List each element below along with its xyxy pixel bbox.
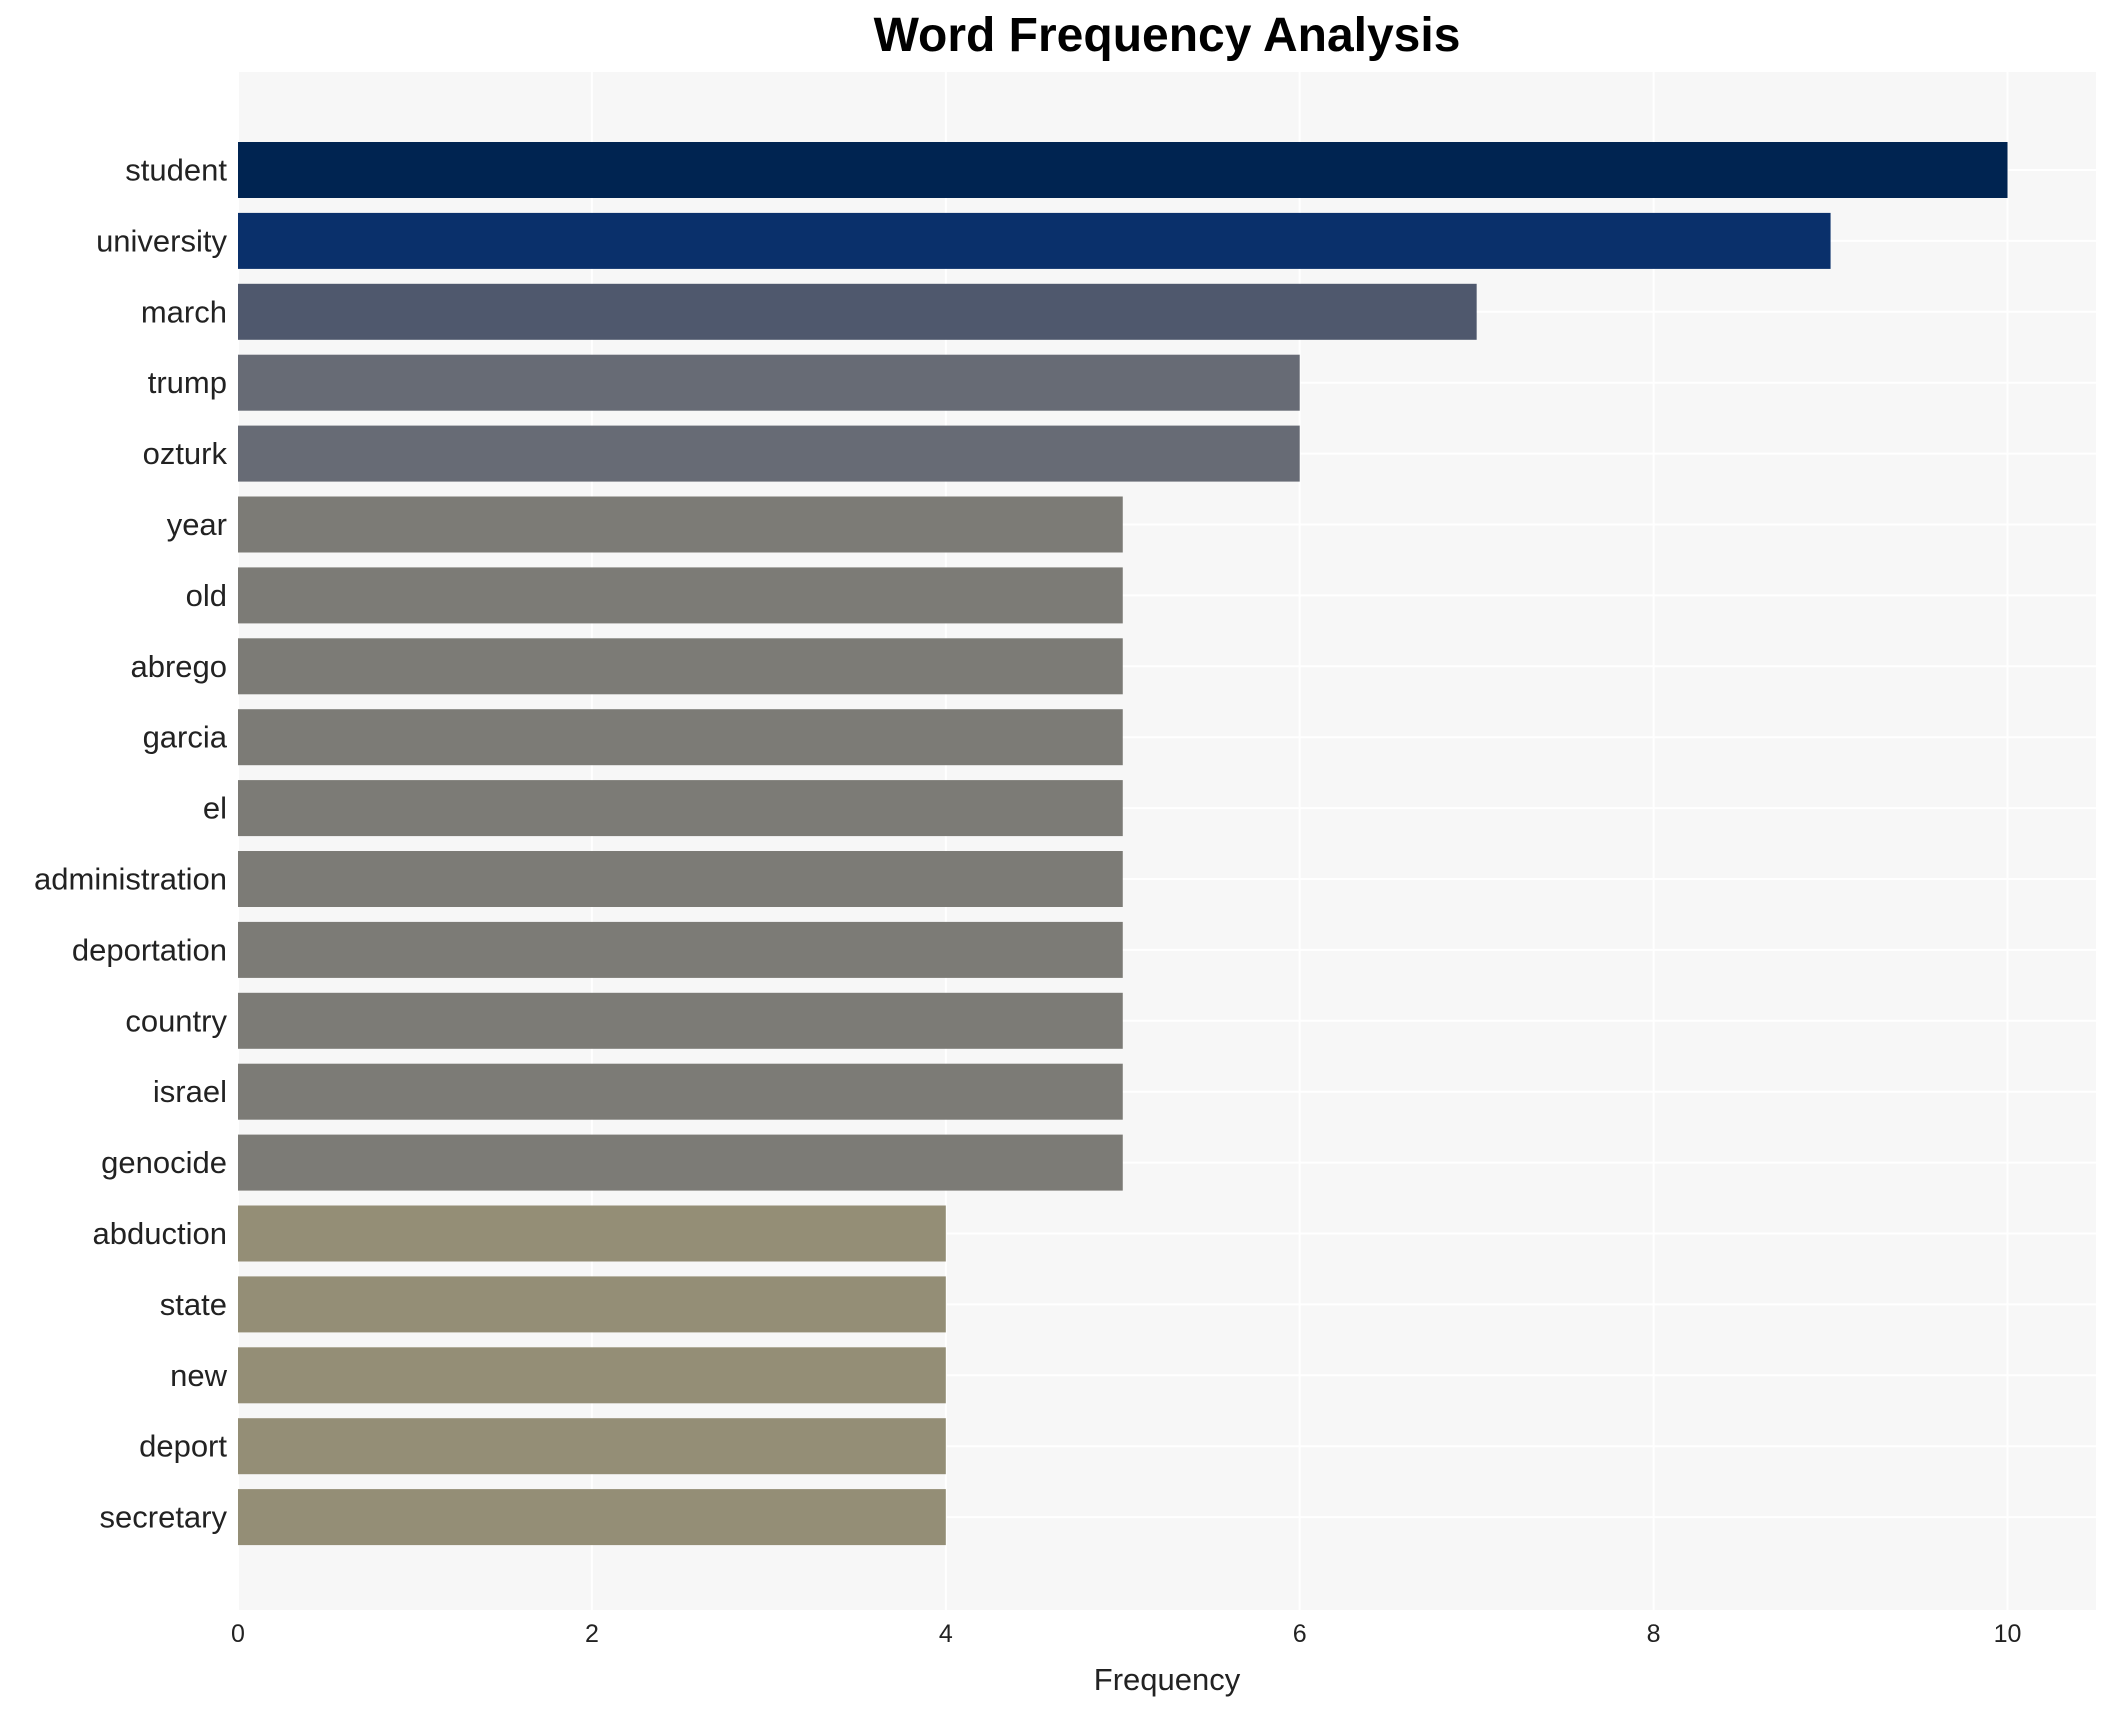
y-tick-label: deportation [72, 932, 227, 967]
bar-abrego [238, 638, 1123, 695]
bar-old [238, 567, 1123, 624]
bar-deportation [238, 921, 1123, 978]
x-tick-label: 10 [1994, 1620, 2022, 1648]
bar-country [238, 992, 1123, 1049]
bar-secretary [238, 1489, 946, 1546]
y-tick-label: year [167, 507, 227, 542]
bar-abduction [238, 1205, 946, 1262]
bars [238, 142, 2008, 1546]
chart-title: Word Frequency Analysis [873, 9, 1461, 62]
bar-student [238, 142, 2008, 198]
bar-year [238, 496, 1123, 553]
y-tick-label: deport [139, 1429, 227, 1464]
bar-israel [238, 1063, 1123, 1120]
y-tick-label: abrego [130, 649, 227, 684]
bar-state [238, 1276, 946, 1333]
y-tick-label: genocide [101, 1145, 227, 1180]
y-tick-label: administration [34, 862, 227, 897]
y-tick-label: el [203, 791, 227, 826]
bar-trump [238, 354, 1300, 411]
y-tick-label: country [125, 1003, 227, 1038]
bar-el [238, 780, 1123, 837]
x-tick-label: 2 [585, 1620, 599, 1648]
y-tick-label: ozturk [143, 436, 228, 471]
y-tick-label: secretary [100, 1500, 228, 1535]
y-tick-label: old [186, 578, 227, 613]
x-tick-label: 6 [1293, 1620, 1307, 1648]
y-tick-label: university [96, 223, 227, 258]
x-tick-label: 0 [231, 1620, 245, 1648]
y-tick-label: israel [153, 1074, 227, 1109]
x-tick-label: 8 [1647, 1620, 1661, 1648]
x-tick-label: 4 [939, 1620, 953, 1648]
bar-genocide [238, 1134, 1123, 1191]
bar-deport [238, 1418, 946, 1475]
y-tick-label: student [125, 153, 227, 188]
bar-march [238, 283, 1477, 340]
y-tick-label: garcia [143, 720, 228, 755]
y-tick-label: state [160, 1287, 227, 1322]
bar-garcia [238, 709, 1123, 766]
bar-university [238, 212, 1831, 269]
y-axis-labels: student university march trump ozturk year old… [34, 153, 228, 1535]
bar-administration [238, 851, 1123, 907]
bar-ozturk [238, 425, 1300, 482]
x-axis-label: Frequency [1094, 1662, 1241, 1697]
y-tick-label: abduction [93, 1216, 227, 1251]
y-tick-label: new [170, 1358, 227, 1393]
y-tick-label: march [141, 294, 227, 329]
bar-new [238, 1347, 946, 1404]
x-axis-ticks: 0 2 4 6 8 10 [231, 1620, 2021, 1648]
y-tick-label: trump [148, 365, 227, 400]
